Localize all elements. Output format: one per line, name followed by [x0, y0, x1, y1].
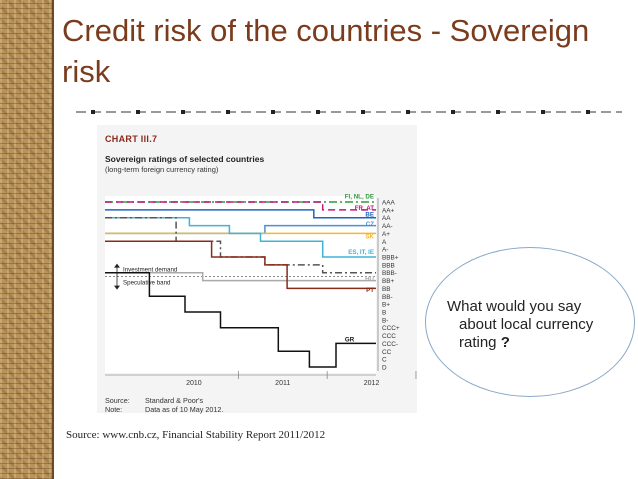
- source-caption: Source: www.cnb.cz, Financial Stability …: [66, 429, 326, 441]
- y-tick-label: D: [382, 365, 387, 372]
- y-tick-label: BB+: [382, 278, 395, 285]
- band-arrow-down: [114, 285, 120, 290]
- divider-dot: [496, 110, 500, 114]
- y-tick-label: AAA: [382, 200, 396, 207]
- y-tick-label: A-: [382, 247, 388, 254]
- series-label-7: HU: [365, 276, 374, 283]
- series-label-8: PT: [366, 287, 374, 294]
- callout-bubble: [425, 247, 635, 397]
- sovereign-ratings-chart: 2010 2011 2012AAAAA+AAAA-A+AA-BBB+BBBBBB-B…: [105, 193, 417, 387]
- divider-dot: [181, 110, 185, 114]
- callout-line-3-text: rating: [459, 334, 501, 351]
- series-label-0: FI, NL, DE: [345, 193, 374, 200]
- y-tick-label: A+: [382, 231, 390, 238]
- y-tick-label: AA: [382, 215, 391, 222]
- source-label: Source:: [105, 396, 130, 405]
- series-line-9: [105, 271, 376, 368]
- x-tick-label: 2011: [275, 380, 290, 387]
- divider-dot: [361, 110, 365, 114]
- decorative-wood-border: [0, 0, 54, 479]
- series-line-2: [105, 209, 376, 219]
- series-line-8: [105, 240, 376, 290]
- divider-dot: [136, 110, 140, 114]
- y-tick-label: CC: [382, 349, 392, 356]
- source-value: Standard & Poor's: [145, 396, 204, 405]
- divider-dot: [316, 110, 320, 114]
- series-line-5: [105, 216, 376, 258]
- y-tick-label: CCC-: [382, 341, 398, 348]
- divider-dot: [271, 110, 275, 114]
- band-label-speculative: Speculative band: [123, 280, 171, 287]
- title-divider: [76, 110, 622, 114]
- note-label: Note:: [105, 405, 123, 414]
- y-tick-label: BBB: [382, 262, 395, 269]
- chart-source-note: Source: Standard & Poor's Note: Data as of…: [105, 396, 223, 414]
- x-tick-label: 2012: [364, 380, 380, 387]
- y-tick-label: C: [382, 357, 387, 364]
- y-tick-label: CCC+: [382, 325, 400, 332]
- callout-line-1: What would you say: [447, 298, 582, 315]
- series-line-1: [105, 201, 376, 211]
- divider-dot: [226, 110, 230, 114]
- series-label-3: CZ: [366, 221, 374, 228]
- series-label-2: BE: [365, 211, 374, 218]
- divider-dot: [541, 110, 545, 114]
- divider-dot: [406, 110, 410, 114]
- y-tick-label: A: [382, 239, 387, 246]
- x-tick-label: 2010: [186, 380, 202, 387]
- chart-number: CHART III.7: [105, 134, 158, 144]
- callout-line-2: about local currency: [459, 316, 594, 333]
- series-label-9: GR: [345, 336, 355, 343]
- series-label-4: SK: [365, 233, 374, 240]
- slide-title: Credit risk of the countries - Sovereign…: [62, 13, 590, 89]
- question-mark: ?: [500, 334, 510, 351]
- divider-dot: [451, 110, 455, 114]
- callout-line-3: rating ?: [447, 334, 632, 352]
- chart-subtitle: (long-term foreign currency rating): [105, 165, 219, 174]
- chart-figure: 2010 2011 2012 AAA AA+ AA AA- A+ A A- BBB+ BBB BBB- B…: [97, 125, 417, 414]
- chart-title: Sovereign ratings of selected countries: [105, 154, 265, 164]
- y-tick-label: BBB+: [382, 255, 399, 262]
- series-line-7: [105, 271, 376, 282]
- y-tick-label: CCC: [382, 333, 396, 340]
- y-tick-label: B: [382, 310, 386, 317]
- y-tick-label: B-: [382, 317, 388, 324]
- y-tick-label: AA-: [382, 223, 393, 230]
- callout-text: What would you say about local currency …: [447, 298, 632, 352]
- y-tick-label: BBB-: [382, 270, 397, 277]
- divider-dot: [586, 110, 590, 114]
- divider-dot: [91, 110, 95, 114]
- y-tick-label: BB: [382, 286, 391, 293]
- note-value: Data as of 10 May 2012.: [145, 405, 224, 414]
- y-tick-label: AA+: [382, 207, 395, 214]
- y-tick-label: BB-: [382, 294, 393, 301]
- series-label-5: ES, IT, IE: [348, 249, 374, 256]
- y-tick-label: B+: [382, 302, 390, 309]
- band-arrow-up: [114, 263, 120, 268]
- band-label-investment: Investment demand: [123, 267, 178, 274]
- series-label-1: FR, AT: [355, 205, 374, 212]
